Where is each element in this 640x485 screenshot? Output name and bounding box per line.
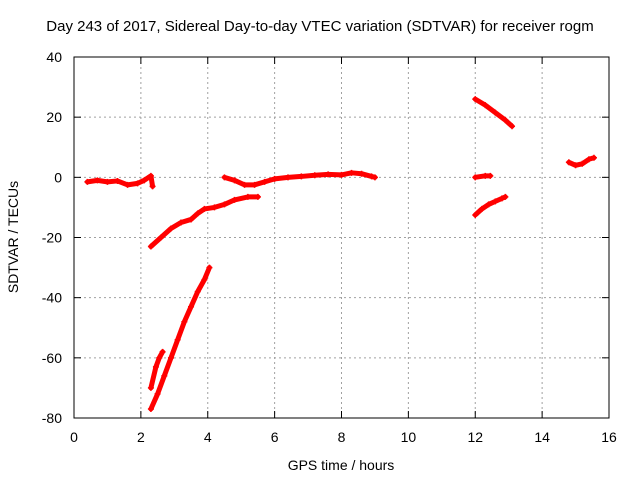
data-point	[211, 204, 218, 211]
data-point	[482, 102, 489, 109]
grid	[74, 57, 609, 418]
series-segment-4	[221, 170, 378, 188]
x-tick-label: 16	[601, 429, 617, 445]
data-point	[251, 181, 258, 188]
series-segment-3	[148, 349, 166, 391]
data-point	[104, 178, 111, 185]
data-point	[147, 384, 154, 391]
data-point	[325, 171, 332, 178]
data-point	[585, 156, 592, 163]
data-point	[590, 154, 597, 161]
data-point	[159, 348, 166, 355]
data-point	[478, 205, 485, 212]
data-point	[134, 180, 141, 187]
data-point	[368, 173, 375, 180]
x-axis-label: GPS time / hours	[288, 457, 395, 473]
data-point	[502, 193, 509, 200]
data-point	[298, 173, 305, 180]
data-point	[482, 172, 489, 179]
data-point	[201, 205, 208, 212]
data-point	[485, 201, 492, 208]
data-point	[371, 174, 378, 181]
x-tick-label: 2	[137, 429, 145, 445]
data-point	[161, 372, 168, 379]
x-tick-label: 6	[271, 429, 279, 445]
data-point	[149, 183, 156, 190]
data-point	[201, 276, 208, 283]
data-point	[492, 198, 499, 205]
data-point	[188, 303, 195, 310]
data-point	[231, 196, 238, 203]
data-point	[114, 177, 121, 184]
data-point	[572, 162, 579, 169]
data-point	[124, 181, 131, 188]
x-tick-label: 10	[401, 429, 417, 445]
y-axis-label: SDTVAR / TECUs	[5, 181, 21, 293]
chart-title: Day 243 of 2017, Sidereal Day-to-day VTE…	[46, 18, 594, 35]
data-point	[472, 211, 479, 218]
data-point	[487, 172, 494, 179]
data-point	[499, 195, 505, 202]
data-point	[244, 193, 251, 200]
data-point	[84, 178, 91, 185]
data-point	[221, 201, 228, 208]
axis-ticks: 0 2 4 6 8 10 12 14 16 -80 -60 -40 -20 0 20 40	[42, 49, 617, 445]
data-point	[338, 171, 345, 178]
data-point	[231, 177, 238, 184]
data-point	[94, 177, 101, 184]
data-point	[167, 354, 174, 361]
data-point	[492, 109, 499, 116]
data-point	[472, 174, 479, 181]
data-point	[174, 336, 181, 343]
data-point	[181, 318, 188, 325]
data-point	[154, 390, 161, 397]
data-point	[156, 354, 163, 361]
data-point	[157, 234, 164, 241]
data-point	[579, 160, 586, 167]
data-point	[194, 288, 201, 295]
x-tick-label: 14	[534, 429, 550, 445]
data-point	[285, 174, 291, 181]
data-point	[147, 172, 154, 179]
series-segment-1	[148, 194, 261, 250]
data-series	[84, 96, 597, 412]
x-tick-label: 0	[70, 429, 78, 445]
y-tick-label: -20	[42, 230, 62, 246]
series-segment-7	[472, 194, 508, 218]
x-tick-label: 12	[467, 429, 483, 445]
data-point	[472, 96, 479, 103]
data-point	[502, 117, 509, 124]
y-tick-label: 40	[46, 49, 62, 65]
data-point	[206, 264, 213, 271]
data-point	[271, 175, 278, 182]
data-point	[194, 210, 201, 217]
x-tick-label: 8	[338, 429, 346, 445]
data-point	[152, 363, 159, 370]
data-point	[358, 170, 365, 177]
data-point	[147, 405, 154, 412]
y-tick-label: 0	[54, 169, 62, 185]
data-point	[188, 216, 195, 223]
data-point	[509, 123, 516, 130]
data-point	[147, 243, 154, 250]
data-point	[178, 219, 184, 226]
data-point	[311, 172, 318, 179]
x-tick-label: 4	[204, 429, 212, 445]
data-point	[254, 193, 261, 200]
series-segment-2	[148, 265, 212, 412]
data-point	[221, 174, 228, 181]
data-point	[565, 159, 572, 166]
y-tick-label: 20	[46, 109, 62, 125]
data-point	[241, 181, 248, 188]
data-point	[141, 177, 148, 184]
data-point	[261, 178, 268, 185]
data-point	[348, 169, 355, 176]
y-tick-label: -40	[42, 290, 62, 306]
y-tick-label: -60	[42, 350, 62, 366]
y-tick-label: -80	[42, 410, 62, 426]
data-point	[167, 225, 174, 232]
